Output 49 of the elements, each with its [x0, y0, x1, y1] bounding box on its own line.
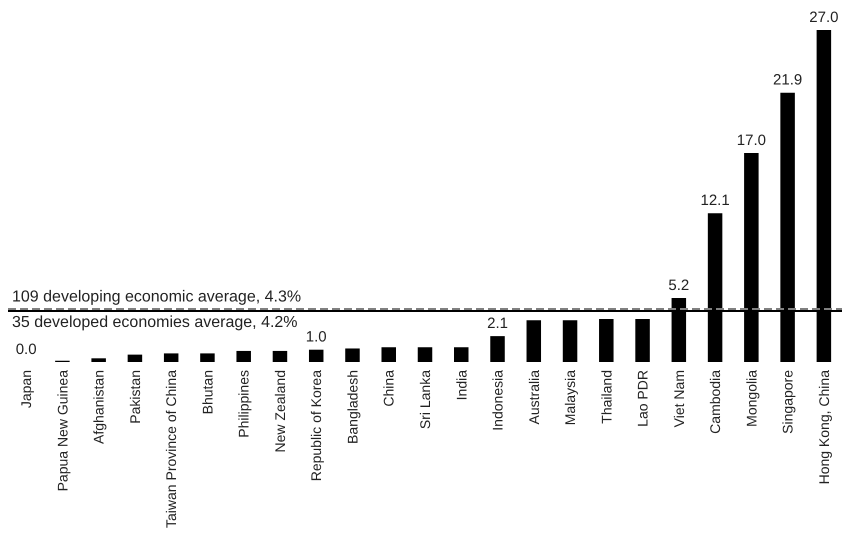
bar [164, 353, 178, 362]
x-tick-label: Sri Lanka [417, 370, 433, 430]
bar [308, 350, 324, 362]
x-tick-label: New Zealand [272, 370, 288, 452]
x-tick-label: Taiwan Province of China [163, 370, 180, 528]
x-tick-label: China [380, 370, 397, 407]
data-label: 2.1 [487, 315, 508, 332]
x-tick-label: Papua New Guinea [54, 370, 70, 492]
x-tick-label: Bhutan [199, 370, 216, 414]
x-tick-label: Malaysia [562, 370, 578, 426]
bar [562, 320, 578, 362]
bar [236, 350, 251, 362]
x-tick-label: Mongolia [743, 370, 760, 427]
bar [635, 318, 650, 362]
ref-line-label: 109 developing economic average, 4.3% [12, 288, 302, 306]
x-tick-label: Pakistan [126, 370, 143, 424]
x-tick-label: Singapore [780, 370, 796, 434]
bar [454, 347, 469, 362]
x-tick-label: Japan [18, 370, 34, 408]
bar [128, 354, 142, 362]
bar [381, 347, 396, 362]
data-label: 12.1 [700, 192, 730, 210]
bar [418, 347, 432, 362]
bar [200, 353, 215, 362]
x-tick-label: Viet Nam [670, 370, 687, 428]
x-tick-label: Lao PDR [634, 370, 651, 427]
data-label: 17.0 [736, 132, 766, 149]
x-tick-label: Philippines [236, 370, 252, 438]
x-tick-label: Cambodia [707, 370, 724, 434]
bar [490, 336, 505, 362]
x-tick-label: Hong Kong, China [816, 370, 832, 484]
x-tick-label: India [453, 370, 470, 400]
x-tick-label: Afghanistan [90, 370, 107, 444]
x-tick-label: Indonesia [490, 370, 506, 431]
bar [599, 318, 614, 362]
data-label: 5.2 [668, 277, 690, 294]
data-label: 27.0 [809, 9, 838, 26]
bar [272, 350, 288, 362]
bar [526, 320, 542, 362]
x-tick-label: Bangladesh [344, 370, 360, 444]
data-label: 21.9 [773, 72, 802, 89]
x-tick-label: Republic of Korea [308, 370, 324, 482]
ref-line-label: 35 developed economies average, 4.2% [12, 314, 298, 331]
bar [345, 348, 360, 362]
data-label: 0.0 [16, 341, 37, 358]
data-label: 1.0 [306, 328, 327, 346]
x-tick-label: Thailand [598, 370, 614, 424]
bar [91, 358, 106, 362]
x-tick-label: Australia [526, 370, 542, 424]
